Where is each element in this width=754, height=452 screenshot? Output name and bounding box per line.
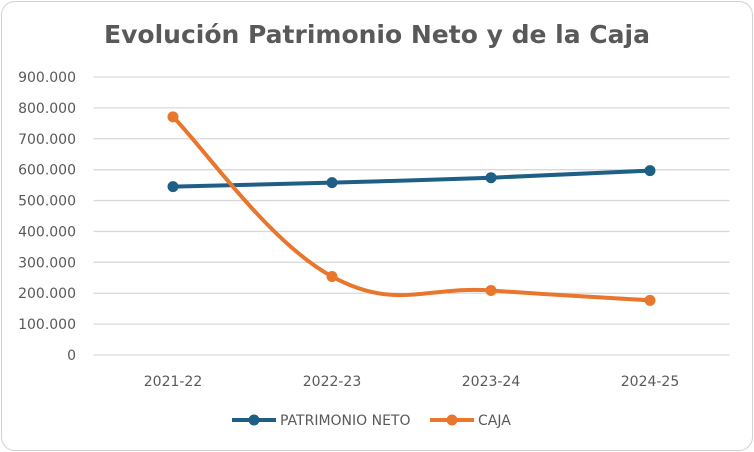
data-point bbox=[167, 111, 179, 123]
series-line-0 bbox=[171, 168, 652, 189]
legend-label: PATRIMONIO NETO bbox=[280, 413, 411, 429]
data-point bbox=[485, 284, 497, 296]
x-tick-label: 2023-24 bbox=[462, 374, 521, 390]
y-tick-label: 800.000 bbox=[18, 101, 76, 117]
y-tick-label: 900.000 bbox=[18, 70, 76, 86]
data-point bbox=[326, 177, 338, 189]
x-tick-label: 2021-22 bbox=[144, 374, 203, 390]
legend-marker bbox=[248, 414, 260, 426]
data-point bbox=[326, 271, 338, 283]
data-point bbox=[485, 172, 497, 184]
x-tick-label: 2024-25 bbox=[621, 374, 680, 390]
y-tick-label: 400.000 bbox=[18, 224, 76, 240]
data-point bbox=[644, 294, 656, 306]
legend-marker bbox=[446, 414, 458, 426]
y-tick-label: 200.000 bbox=[18, 286, 76, 302]
y-tick-label: 500.000 bbox=[18, 194, 76, 210]
x-tick-label: 2022-23 bbox=[303, 374, 362, 390]
legend-label: CAJA bbox=[478, 413, 511, 429]
y-tick-label: 600.000 bbox=[18, 163, 76, 179]
chart-title: Evolución Patrimonio Neto y de la Caja bbox=[104, 20, 650, 49]
y-tick-label: 100.000 bbox=[18, 317, 76, 333]
data-point bbox=[167, 181, 179, 193]
data-point bbox=[644, 165, 656, 177]
y-tick-label: 0 bbox=[67, 348, 76, 364]
y-tick-label: 700.000 bbox=[18, 132, 76, 148]
y-tick-label: 300.000 bbox=[18, 255, 76, 271]
series-line-1 bbox=[171, 114, 652, 303]
